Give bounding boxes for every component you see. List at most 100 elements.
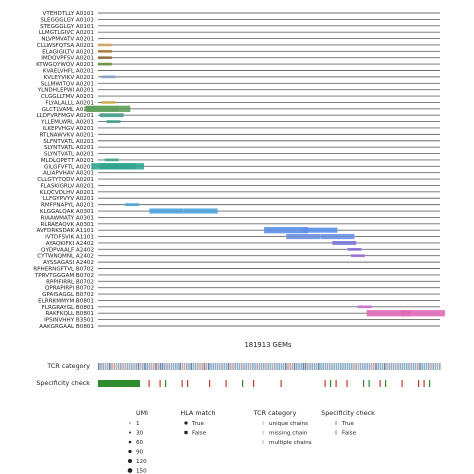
tcr-strip-tick bbox=[142, 363, 144, 370]
tcr-strip-tick bbox=[414, 363, 417, 370]
tcr-strip-tick bbox=[309, 363, 311, 370]
tcr-strip-tick bbox=[166, 363, 168, 370]
y-tick-label: GPAISAGGL B0702 bbox=[42, 292, 94, 298]
y-tick-label: RLRAEAQVK A0301 bbox=[41, 222, 95, 228]
tcr-strip-tick bbox=[175, 363, 177, 370]
tcr-strip-tick bbox=[223, 363, 225, 370]
spec-tick bbox=[418, 380, 420, 387]
tcr-strip-tick bbox=[104, 363, 107, 370]
legend-entry: True bbox=[341, 421, 354, 427]
spec-tick bbox=[429, 380, 431, 387]
spec-tick bbox=[253, 380, 255, 387]
tcr-strip-tick bbox=[348, 363, 351, 370]
legend-entry: 60 bbox=[136, 440, 144, 446]
legend-title: HLA match bbox=[180, 409, 215, 417]
spec-tick bbox=[242, 380, 244, 387]
tcr-strip-tick bbox=[370, 363, 373, 370]
chart-point bbox=[97, 49, 112, 53]
tcr-strip-tick bbox=[115, 363, 118, 370]
chart-point bbox=[183, 208, 218, 214]
chart-point bbox=[104, 158, 119, 162]
spec-true-block bbox=[98, 380, 140, 387]
specificity-check-strip bbox=[98, 380, 431, 387]
spec-tick bbox=[335, 380, 337, 387]
legend-entry: 1 bbox=[136, 421, 140, 427]
tcr-strip-tick bbox=[153, 363, 155, 370]
tcr-strip-tick bbox=[170, 363, 173, 370]
tcr-strip-tick bbox=[410, 363, 412, 370]
tcr-strip-tick bbox=[329, 363, 331, 370]
tcr-strip-tick bbox=[212, 363, 214, 370]
y-tick-label: SLLMWITQV A0201 bbox=[41, 81, 95, 87]
tcr-strip-tick bbox=[269, 363, 272, 370]
y-tick-label: KTWGQYWQV A0201 bbox=[36, 62, 94, 68]
tcr-strip-tick bbox=[285, 363, 287, 370]
tcr-strip-tick bbox=[192, 363, 195, 370]
tcr-strip-tick bbox=[342, 363, 344, 370]
tcr-strip-tick bbox=[357, 363, 360, 370]
tcr-strip-tick bbox=[293, 363, 296, 370]
tcr-strip-tick bbox=[157, 363, 159, 370]
tcr-strip-tick bbox=[205, 363, 208, 370]
tcr-strip-tick bbox=[432, 363, 434, 370]
tcr-strip-tick bbox=[203, 363, 206, 370]
tcr-strip-tick bbox=[243, 363, 245, 370]
tcr-strip-tick bbox=[177, 363, 179, 370]
y-tick-label: CYTWNQMNL A2402 bbox=[37, 254, 94, 260]
tcr-strip-tick bbox=[423, 363, 426, 370]
legend-marker bbox=[128, 459, 132, 463]
tcr-strip-tick bbox=[135, 363, 137, 370]
y-tick-label: FLYALALLL A0201 bbox=[45, 100, 94, 106]
y-tick-label: RIAAWMATY A0301 bbox=[41, 215, 95, 221]
tcr-strip-tick bbox=[364, 363, 366, 370]
tcr-strip-tick bbox=[436, 363, 439, 370]
tcr-strip-tick bbox=[230, 363, 232, 370]
y-tick-label: FLASKIGRLV A0201 bbox=[40, 183, 94, 189]
tcr-strip-tick bbox=[183, 363, 186, 370]
legend-entry: True bbox=[191, 421, 204, 427]
y-tick-label: ELAGIGILTV A0201 bbox=[42, 49, 94, 55]
spec-tick bbox=[363, 380, 365, 387]
chart-point bbox=[332, 241, 357, 245]
y-tick-label: ALIAPVHAV A0201 bbox=[43, 171, 94, 177]
tcr-strip-tick bbox=[122, 363, 124, 370]
spec-tick bbox=[225, 380, 227, 387]
tcr-strip-tick bbox=[291, 363, 294, 370]
tcr-strip-tick bbox=[315, 363, 318, 370]
tcr-strip-tick bbox=[98, 363, 100, 370]
y-tick-label: SLYNTVATL A0201 bbox=[44, 145, 95, 151]
tcr-strip-tick bbox=[302, 363, 305, 370]
tcr-strip-tick bbox=[234, 363, 236, 370]
y-tick-label: FLRGRAYGL B0801 bbox=[42, 305, 95, 311]
x-axis-label: 181913 GEMs bbox=[244, 341, 292, 349]
tcr-strip-tick bbox=[289, 363, 291, 370]
tcr-strip-tick bbox=[287, 363, 289, 370]
tcr-strip-tick bbox=[373, 363, 375, 370]
tcr-strip-tick bbox=[406, 363, 408, 370]
chart-point bbox=[303, 227, 338, 233]
tcr-strip-tick bbox=[133, 363, 135, 370]
tcr-strip-tick bbox=[102, 363, 104, 370]
tcr-strip-tick bbox=[377, 363, 379, 370]
spec-tick bbox=[165, 380, 167, 387]
spec-tick bbox=[379, 380, 381, 387]
y-tick-label: NLVPMVATV A0201 bbox=[41, 37, 94, 43]
chart-point bbox=[320, 234, 355, 240]
spec-tick bbox=[385, 380, 387, 387]
legend-marker bbox=[128, 440, 132, 444]
tcr-strip-tick bbox=[241, 363, 243, 370]
tcr-strip-tick bbox=[124, 363, 126, 370]
chart-point bbox=[106, 120, 121, 123]
y-tick-label: TPRVTGGGAM B0702 bbox=[34, 273, 94, 279]
y-tick-label: QYDPVAALF A2402 bbox=[41, 247, 94, 253]
tcr-strip-tick bbox=[208, 363, 210, 370]
tcr-strip-tick bbox=[144, 363, 146, 370]
tcr-strip-tick bbox=[359, 363, 362, 370]
legend-entry: False bbox=[342, 431, 357, 437]
chart-point bbox=[149, 208, 184, 214]
chart-point bbox=[366, 310, 411, 317]
y-tick-label: IVTDFSVIK A1101 bbox=[45, 235, 94, 241]
tcr-strip-tick bbox=[430, 363, 432, 370]
spec-tick bbox=[330, 380, 332, 387]
